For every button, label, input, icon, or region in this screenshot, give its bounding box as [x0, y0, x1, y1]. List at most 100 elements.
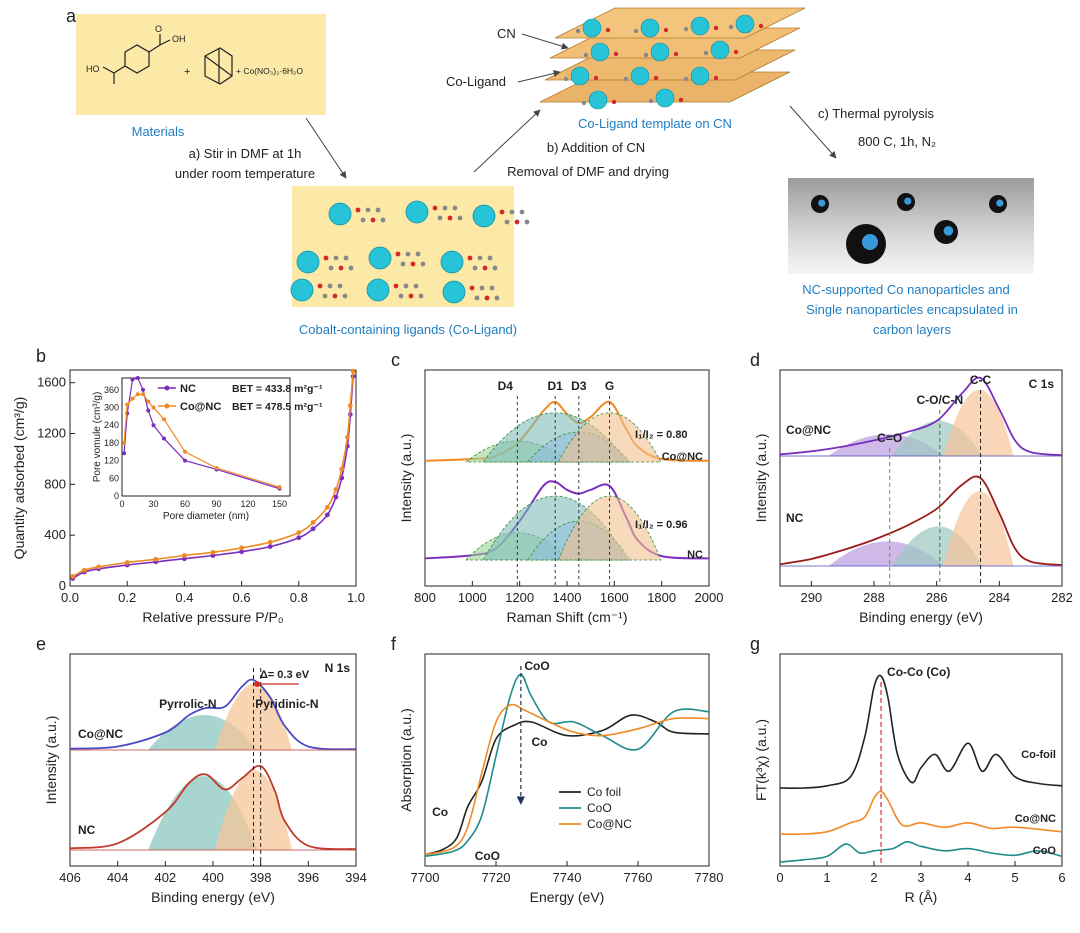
cobalt-sphere	[472, 204, 496, 228]
plot-frame	[69, 369, 357, 587]
legend-marker	[164, 385, 170, 391]
ligand-atom	[499, 209, 505, 215]
panel-b-chart: 0.0 0.2 0.4 0.6 0.8 1.0040080012001600Relativ…	[11, 346, 365, 625]
inset-frame	[121, 377, 291, 497]
cobalt-sphere	[650, 42, 670, 62]
spectrum-label: NC	[687, 549, 703, 561]
y-axis-label: Intensity (a.u.)	[398, 434, 414, 523]
cobalt-sphere	[690, 16, 710, 36]
cn-template-stack	[539, 7, 806, 110]
cobalt-sphere	[442, 280, 466, 304]
x-tick-label: 0.0	[61, 590, 79, 605]
n1s-envelope-1	[69, 764, 357, 851]
ligand-atom	[418, 293, 424, 299]
x-tick-label: 290	[800, 590, 822, 605]
ligand-atom	[563, 76, 569, 82]
ligand-atom	[375, 207, 381, 213]
cobalt-sphere	[710, 40, 730, 60]
x-tick-label: 402	[154, 870, 176, 885]
n1s-sample-label: Co@NC	[78, 727, 123, 741]
bond-label: C-C	[970, 373, 992, 387]
xps-title: C 1s	[1029, 377, 1055, 391]
cobalt-core	[996, 199, 1004, 207]
x-tick-label: 1800	[647, 590, 676, 605]
ft-sample-label: Co@NC	[1015, 813, 1056, 825]
cobalt-sphere	[690, 66, 710, 86]
ligand-atom	[713, 75, 719, 81]
panel-c-chart: 800 1000 1200 1400 1600 1800 2000 Raman Shift (…	[391, 350, 723, 625]
x-tick-label: 1000	[458, 590, 487, 605]
ligand-atom	[395, 251, 401, 257]
ligand-atom	[398, 293, 404, 299]
panel-label: g	[750, 634, 760, 654]
inset-y-tick-label: 120	[104, 456, 119, 466]
ligand-atom	[623, 76, 629, 82]
panel-a: a O OH HO + + Co(NO₃)₂·6H₂O Materials a)…	[66, 6, 1034, 337]
delta-marker	[254, 681, 261, 687]
inset-y-tick-label: 180	[104, 438, 119, 448]
ligand-atom	[514, 219, 520, 225]
ligand-atom	[400, 261, 406, 267]
ligand-atom	[348, 265, 354, 271]
pore-point	[135, 376, 140, 380]
inset-x-tick-label: 0	[119, 499, 124, 509]
panel-label: b	[36, 346, 46, 366]
ligand-atom	[758, 23, 764, 29]
xps-sample-label: Co@NC	[786, 423, 831, 437]
peak-label: D3	[571, 379, 587, 393]
x-tick-label: 4	[964, 870, 971, 885]
ligand-atom	[442, 205, 448, 211]
cobalt-sphere	[655, 88, 675, 108]
cobalt-sphere	[405, 200, 429, 224]
ligand-atom	[360, 217, 366, 223]
x-axis-label: Energy (eV)	[530, 889, 605, 905]
isotherm-point	[81, 567, 87, 573]
x-tick-label: 404	[107, 870, 129, 885]
panel-a-label: a	[66, 6, 77, 26]
ligand-network	[290, 200, 530, 304]
xps-title: N 1s	[325, 661, 351, 675]
pore-point	[141, 387, 145, 392]
ligand-atom	[605, 27, 611, 33]
isotherm-point	[310, 526, 316, 532]
dabco-structure	[204, 47, 233, 85]
ligand-atom	[432, 205, 438, 211]
legend-name: Co@NC	[180, 401, 221, 413]
isotherm-point	[325, 512, 330, 518]
ligand-atom	[405, 251, 411, 257]
ligand-atom	[355, 207, 361, 213]
pore-point	[277, 485, 282, 490]
cobalt-sphere	[328, 202, 352, 226]
spectrum-label: Co@NC	[662, 451, 703, 463]
step-c-line1: c) Thermal pyrolysis	[818, 106, 935, 121]
x-tick-label: 406	[59, 870, 81, 885]
isotherm-point	[267, 544, 273, 550]
ligand-atom	[338, 265, 344, 271]
ligand-atom	[509, 209, 515, 215]
cobalt-sphere	[366, 278, 390, 302]
chem-o-label: O	[155, 24, 162, 34]
product-caption-line2: Single nanoparticles encapsulated in	[806, 302, 1018, 317]
ligand-atom	[583, 52, 589, 58]
ligand-atom	[683, 26, 689, 32]
pore-point	[162, 436, 166, 441]
ligand-atom	[420, 261, 426, 267]
legend-label: Co foil	[587, 785, 621, 799]
legend-bet: BET = 478.5 m²g⁻¹	[232, 401, 323, 413]
isotherm-point	[267, 539, 273, 545]
ligand-atom	[593, 75, 599, 81]
y-tick-label: 800	[44, 476, 66, 491]
ligand-atom	[415, 251, 421, 257]
panel-d-chart: 290 288 286 284 282 Binding energy (eV) Intens…	[750, 350, 1073, 625]
x-tick-label: 7760	[624, 870, 653, 885]
x-tick-label: 2000	[695, 590, 724, 605]
ligand-atom	[494, 295, 500, 301]
ligand-atom	[337, 283, 343, 289]
x-axis-label: Relative pressure P/P₀	[142, 609, 283, 625]
ft-line-1	[779, 790, 1063, 835]
cobalt-sphere	[588, 90, 608, 110]
ligand-atom	[683, 76, 689, 82]
product-box	[788, 178, 1034, 274]
legend-marker	[164, 403, 170, 409]
ligand-atom	[322, 293, 328, 299]
